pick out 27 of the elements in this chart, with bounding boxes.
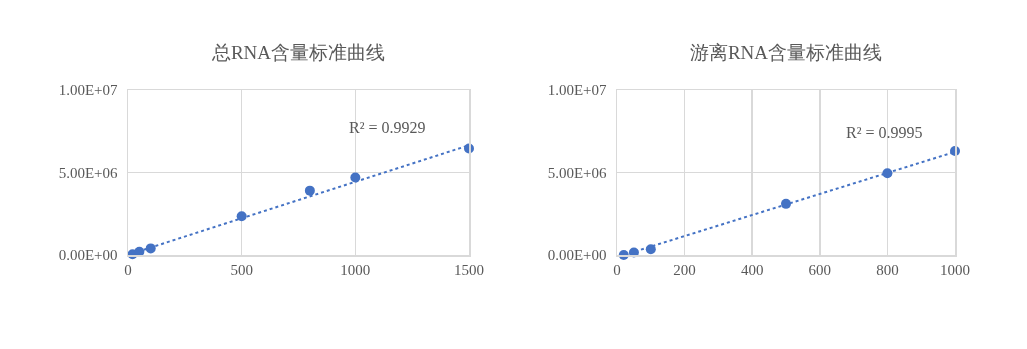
y-tick-label: 0.00E+00 bbox=[547, 247, 607, 264]
point bbox=[304, 185, 315, 196]
x-tick-label: 1500 bbox=[454, 261, 484, 278]
chart-title: 总RNA含量标准曲线 bbox=[210, 41, 386, 63]
point bbox=[645, 244, 656, 255]
y-tick-label: 5.00E+06 bbox=[58, 164, 118, 181]
y-tick-label: 1.00E+07 bbox=[58, 82, 118, 99]
y-tick-label: 1.00E+07 bbox=[547, 82, 607, 99]
point bbox=[236, 211, 247, 222]
x-tick-label: 1000 bbox=[940, 261, 970, 278]
annotation: R² = 0.9929 bbox=[349, 119, 426, 136]
y-tick-label: 5.00E+06 bbox=[547, 164, 607, 181]
point bbox=[145, 243, 156, 254]
y-tick-label: 0.00E+00 bbox=[58, 247, 118, 264]
point bbox=[781, 198, 791, 209]
x-tick-label: 0 bbox=[124, 261, 132, 278]
point bbox=[350, 172, 361, 183]
annotation: R² = 0.9995 bbox=[846, 124, 923, 141]
x-tick-label: 200 bbox=[673, 261, 696, 278]
x-tick-label: 0 bbox=[613, 261, 621, 278]
x-tick-label: 1000 bbox=[340, 261, 371, 278]
chart-title: 游离RNA含量标准曲线 bbox=[689, 41, 883, 63]
x-tick-label: 800 bbox=[876, 261, 899, 278]
x-tick-label: 400 bbox=[740, 261, 764, 278]
x-tick-label: 500 bbox=[230, 261, 253, 278]
x-tick-label: 600 bbox=[808, 261, 832, 278]
point bbox=[882, 168, 893, 179]
